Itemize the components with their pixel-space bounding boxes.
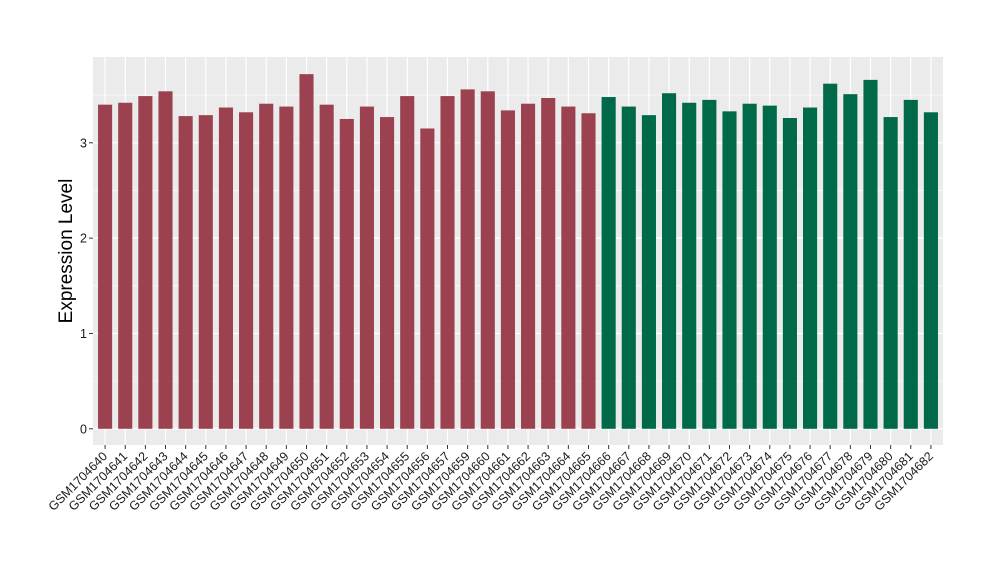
bar-GSM1704654: [380, 117, 395, 429]
bar-GSM1704655: [400, 96, 415, 429]
y-axis: 0 1 2 3: [80, 136, 93, 436]
bar-GSM1704663: [541, 97, 556, 429]
bar-GSM1704676: [803, 107, 818, 429]
bar-GSM1704681: [903, 99, 918, 429]
bar-GSM1704656: [420, 128, 435, 429]
bar-GSM1704660: [480, 91, 495, 429]
bars: [98, 74, 938, 429]
y-tick-label: 3: [80, 136, 87, 150]
bar-GSM1704673: [742, 103, 757, 429]
bar-GSM1704641: [118, 102, 133, 429]
bar-GSM1704672: [722, 111, 737, 429]
bar-GSM1704664: [561, 106, 576, 429]
bar-GSM1704651: [319, 104, 334, 429]
bar-GSM1704657: [440, 96, 455, 429]
y-tick-label: 1: [80, 327, 87, 341]
bar-GSM1704669: [662, 93, 677, 429]
bar-GSM1704666: [601, 97, 616, 429]
bar-GSM1704677: [823, 83, 838, 429]
bar-GSM1704647: [239, 112, 254, 429]
bar-GSM1704679: [863, 79, 878, 429]
bar-GSM1704662: [521, 103, 536, 429]
bar-GSM1704650: [299, 74, 314, 429]
x-axis: GSM1704640GSM1704641GSM1704642GSM1704643…: [46, 445, 936, 514]
bar-GSM1704644: [178, 116, 193, 429]
bar-GSM1704675: [782, 118, 797, 429]
bar-GSM1704661: [500, 110, 515, 429]
bar-GSM1704678: [843, 94, 858, 429]
bar-GSM1704649: [279, 106, 294, 429]
bar-GSM1704671: [702, 99, 717, 429]
bar-GSM1704682: [923, 112, 938, 429]
bar-GSM1704680: [883, 117, 898, 429]
bar-GSM1704668: [641, 115, 656, 429]
bar-GSM1704652: [339, 118, 354, 429]
bar-GSM1704646: [218, 107, 233, 429]
plot-panel: [93, 57, 943, 445]
bar-GSM1704659: [460, 89, 475, 429]
bar-GSM1704643: [158, 91, 173, 429]
bar-GSM1704640: [98, 104, 113, 429]
y-axis-title: Expression Level: [56, 179, 77, 324]
y-tick-label: 2: [80, 232, 87, 246]
bar-GSM1704645: [198, 115, 213, 429]
bar-GSM1704667: [621, 106, 636, 429]
y-tick-label: 0: [80, 422, 87, 436]
bar-GSM1704665: [581, 113, 596, 429]
bar-GSM1704670: [682, 102, 697, 429]
bar-GSM1704642: [138, 96, 153, 429]
bar-GSM1704653: [359, 106, 374, 429]
bar-GSM1704648: [259, 103, 274, 429]
bar-GSM1704674: [762, 105, 777, 429]
